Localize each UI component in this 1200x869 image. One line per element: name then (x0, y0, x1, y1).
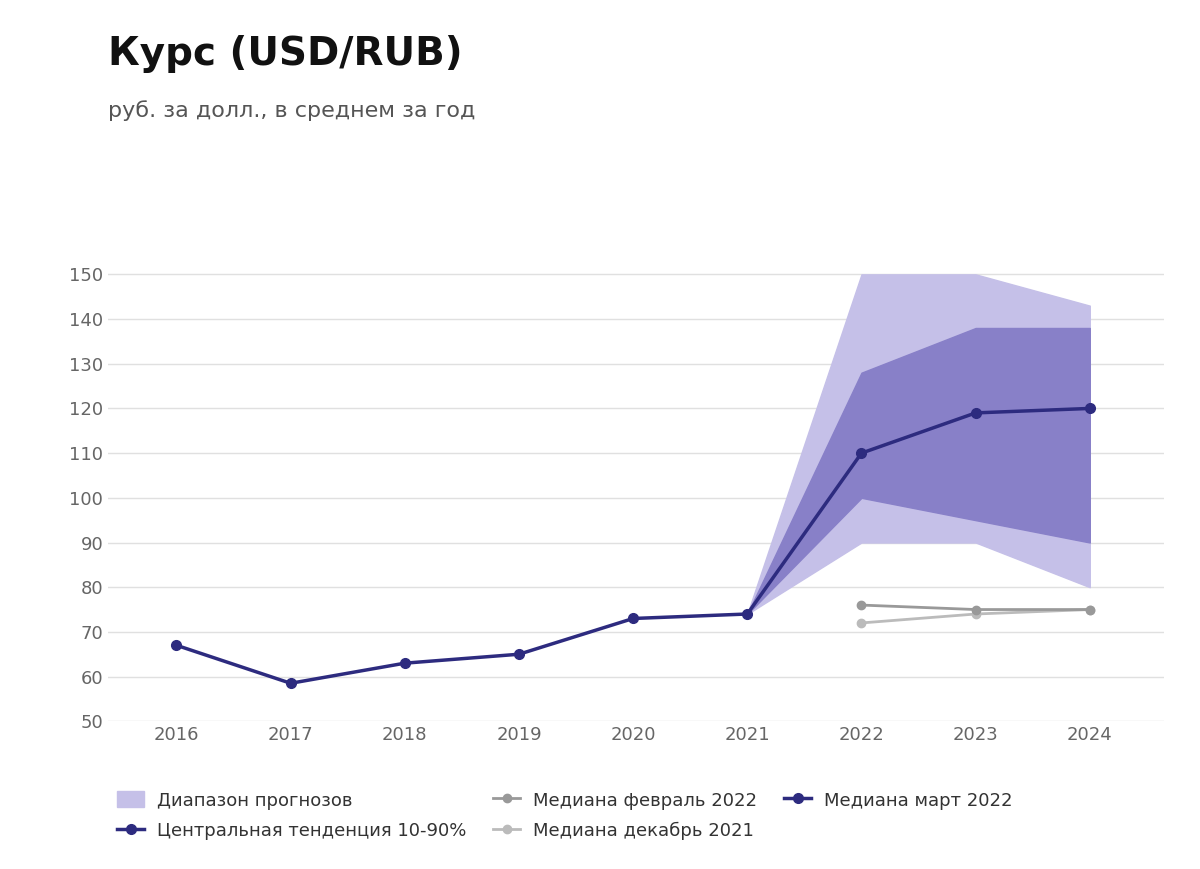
Legend: Диапазон прогнозов, Центральная тенденция 10-90%, Медиана февраль 2022, Медиана : Диапазон прогнозов, Центральная тенденци… (118, 792, 1013, 840)
Text: руб. за долл., в среднем за год: руб. за долл., в среднем за год (108, 100, 475, 121)
Text: Курс (USD/RUB): Курс (USD/RUB) (108, 35, 463, 73)
